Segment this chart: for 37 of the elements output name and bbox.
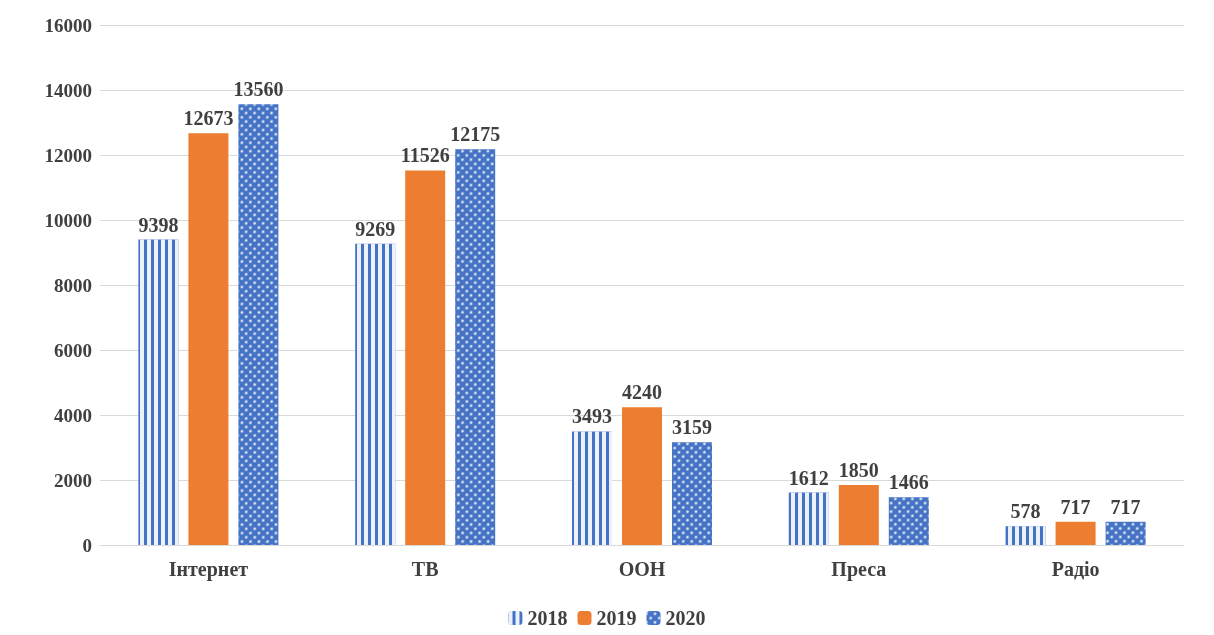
legend-label: 2018 bbox=[527, 607, 568, 629]
bar bbox=[188, 133, 229, 545]
data-label: 3159 bbox=[672, 416, 712, 439]
y-tick-label: 2000 bbox=[54, 469, 92, 491]
data-label: 12673 bbox=[183, 107, 234, 130]
data-label: 717 bbox=[1060, 495, 1091, 518]
y-tick-label: 0 bbox=[82, 534, 92, 556]
bar bbox=[838, 484, 879, 545]
data-label: 4240 bbox=[622, 381, 662, 404]
y-tick-label: 8000 bbox=[54, 274, 92, 296]
data-label: 11526 bbox=[400, 144, 450, 167]
y-tick-label: 16000 bbox=[44, 14, 92, 36]
data-label: 3493 bbox=[572, 405, 612, 428]
data-label: 1612 bbox=[788, 466, 829, 489]
x-tick-label: Радіо bbox=[1051, 558, 1100, 580]
y-tick-label: 10000 bbox=[44, 209, 92, 231]
bar bbox=[405, 170, 446, 545]
x-tick-label: Інтернет bbox=[168, 558, 249, 581]
data-label: 717 bbox=[1110, 495, 1141, 518]
data-label: 9398 bbox=[138, 213, 179, 236]
data-label: 13560 bbox=[233, 78, 284, 101]
bar bbox=[622, 407, 662, 545]
y-tick-label: 6000 bbox=[54, 339, 92, 361]
data-label: 12175 bbox=[450, 123, 501, 146]
data-label: 1850 bbox=[838, 458, 879, 481]
data-label: 578 bbox=[1010, 500, 1041, 523]
bar bbox=[1055, 521, 1096, 545]
x-tick-label: OOH bbox=[618, 558, 666, 580]
x-tick-label: ТВ bbox=[411, 558, 439, 580]
data-label: 1466 bbox=[888, 471, 929, 494]
data-label: 9269 bbox=[355, 217, 396, 240]
legend-label: 2020 bbox=[665, 607, 706, 629]
legend-label: 2019 bbox=[596, 607, 637, 629]
y-tick-label: 4000 bbox=[54, 404, 92, 426]
y-tick-label: 12000 bbox=[44, 144, 92, 166]
x-tick-label: Преса bbox=[831, 558, 887, 581]
y-tick-label: 14000 bbox=[44, 79, 92, 101]
